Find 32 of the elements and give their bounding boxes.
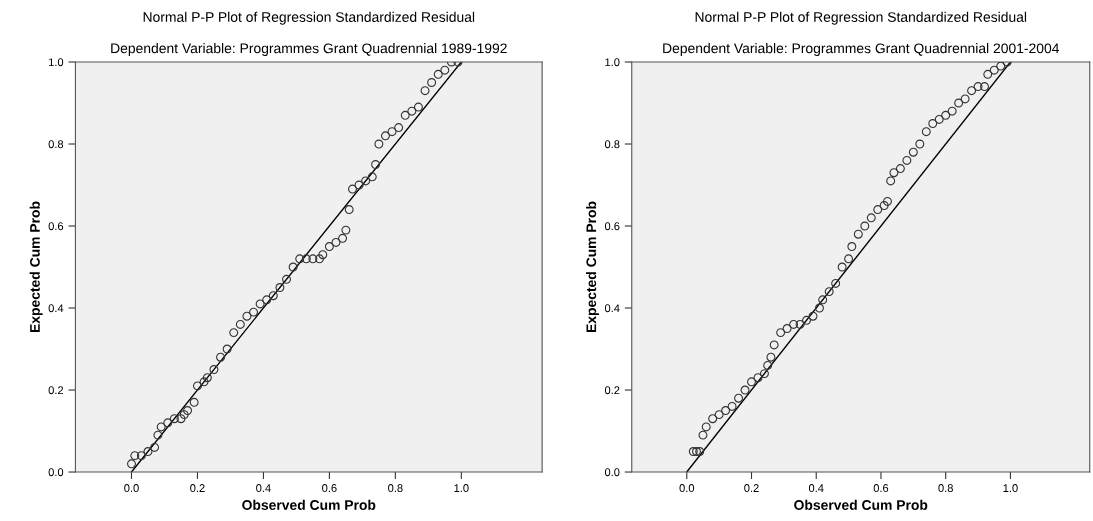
y-tick-label: 0.0 (48, 468, 64, 477)
x-axis-title: Observed Cum Prob (242, 499, 376, 510)
x-tick-label: 0.6 (873, 484, 889, 492)
y-tick-label: 0.2 (48, 386, 64, 395)
chart-title: Normal P-P Plot of Regression Standardized Residual (695, 11, 1027, 25)
x-tick-label: 1.0 (454, 484, 469, 492)
y-tick-label: 0.0 (604, 468, 620, 477)
x-tick-label: 0.8 (938, 484, 953, 492)
x-tick-label: 0.4 (256, 484, 271, 492)
x-tick-label: 0.8 (388, 484, 403, 492)
y-tick-label: 0.4 (604, 304, 620, 313)
x-tick-label: 1.0 (1003, 484, 1018, 492)
x-tick-label: 0.2 (190, 484, 205, 492)
y-axis-title: Expected Cum Prob (586, 201, 599, 333)
x-tick-label: 0.6 (322, 484, 337, 492)
x-tick-label: 0.0 (679, 484, 695, 492)
x-axis-title: Observed Cum Prob (794, 499, 928, 510)
y-axis-title: Expected Cum Prob (29, 201, 43, 333)
y-tick-label: 0.6 (604, 222, 620, 231)
y-tick-label: 0.8 (48, 140, 64, 149)
y-tick-label: 1.0 (49, 58, 64, 67)
chart-title: Normal P-P Plot of Regression Standardized Residual (143, 11, 475, 25)
y-tick-label: 0.2 (604, 386, 620, 395)
y-tick-label: 0.4 (48, 304, 64, 313)
x-tick-label: 0.0 (124, 484, 139, 492)
y-tick-label: 1.0 (605, 58, 620, 67)
chart-subtitle: Dependent Variable: Programmes Grant Quadrennial 1989-1992 (111, 43, 507, 56)
x-tick-label: 0.2 (744, 484, 759, 492)
y-tick-label: 0.6 (48, 222, 64, 231)
x-tick-label: 0.4 (808, 484, 824, 492)
y-tick-label: 0.8 (604, 140, 620, 149)
chart-subtitle: Dependent Variable: Programmes Grant Quadrennial 2001-2004 (663, 43, 1060, 56)
